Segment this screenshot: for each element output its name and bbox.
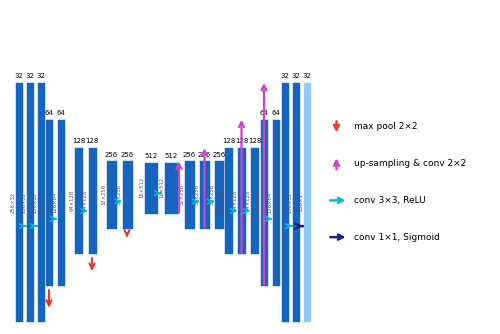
- Text: 32: 32: [292, 73, 300, 79]
- Bar: [272, 119, 280, 286]
- Text: 32: 32: [36, 73, 46, 79]
- Text: 256×32: 256×32: [276, 191, 281, 213]
- Text: 64×128: 64×128: [246, 190, 250, 211]
- Text: 256×32: 256×32: [32, 191, 38, 213]
- Text: max pool 2×2: max pool 2×2: [354, 123, 417, 131]
- Text: 32×256: 32×256: [180, 184, 184, 205]
- Text: 256×1: 256×1: [298, 193, 304, 211]
- Text: 16×512: 16×512: [160, 177, 164, 198]
- Text: 128: 128: [72, 138, 85, 144]
- Text: 256: 256: [183, 152, 196, 158]
- Bar: [237, 147, 246, 254]
- Text: 128: 128: [235, 138, 248, 144]
- Bar: [292, 82, 300, 322]
- Bar: [250, 147, 259, 254]
- Text: 32×256: 32×256: [102, 184, 106, 205]
- Text: 256: 256: [213, 152, 226, 158]
- Text: 64: 64: [56, 110, 66, 116]
- Text: 64×128: 64×128: [83, 190, 88, 211]
- Text: conv 3×3, ReLU: conv 3×3, ReLU: [354, 196, 425, 205]
- Text: 64×128: 64×128: [220, 190, 224, 211]
- Text: 256: 256: [105, 152, 118, 158]
- Bar: [37, 82, 45, 322]
- Text: 512: 512: [164, 153, 177, 159]
- Text: 64: 64: [260, 110, 268, 116]
- Bar: [15, 82, 23, 322]
- Bar: [144, 162, 158, 214]
- Text: 128×64: 128×64: [52, 191, 58, 213]
- Text: 128×64: 128×64: [40, 191, 46, 213]
- Text: 128: 128: [248, 138, 261, 144]
- Bar: [164, 162, 178, 214]
- Text: 32: 32: [280, 73, 289, 79]
- Bar: [224, 147, 233, 254]
- Text: 64: 64: [44, 110, 54, 116]
- Text: 128: 128: [222, 138, 235, 144]
- Text: 32×256: 32×256: [194, 184, 200, 205]
- Text: 32: 32: [14, 73, 24, 79]
- Text: 64×128: 64×128: [70, 190, 74, 211]
- Bar: [260, 119, 268, 286]
- Text: 64: 64: [272, 110, 280, 116]
- Bar: [88, 147, 96, 254]
- Bar: [57, 119, 65, 286]
- Text: 256×32: 256×32: [10, 191, 16, 213]
- Text: 32×256: 32×256: [210, 184, 214, 205]
- Bar: [184, 160, 195, 229]
- Text: 32: 32: [26, 73, 35, 79]
- Text: 512: 512: [144, 153, 158, 159]
- Text: 128×64: 128×64: [256, 191, 260, 213]
- Text: 16×512: 16×512: [140, 177, 144, 198]
- Text: 256: 256: [198, 152, 211, 158]
- Text: 256×32: 256×32: [22, 191, 26, 213]
- Bar: [199, 160, 210, 229]
- Text: up-sampling & conv 2×2: up-sampling & conv 2×2: [354, 159, 466, 168]
- Text: 256: 256: [120, 152, 134, 158]
- Text: 32: 32: [302, 73, 312, 79]
- Bar: [106, 160, 117, 229]
- Bar: [122, 160, 132, 229]
- Text: 128×64: 128×64: [268, 191, 272, 213]
- Text: 32×256: 32×256: [117, 184, 122, 205]
- Text: 64×128: 64×128: [232, 190, 237, 211]
- Bar: [214, 160, 225, 229]
- Text: 256×32: 256×32: [288, 191, 292, 213]
- Bar: [26, 82, 34, 322]
- Bar: [281, 82, 289, 322]
- Text: 128: 128: [86, 138, 98, 144]
- Bar: [303, 82, 311, 322]
- Text: conv 1×1, Sigmoid: conv 1×1, Sigmoid: [354, 233, 440, 241]
- Bar: [74, 147, 83, 254]
- Bar: [45, 119, 53, 286]
